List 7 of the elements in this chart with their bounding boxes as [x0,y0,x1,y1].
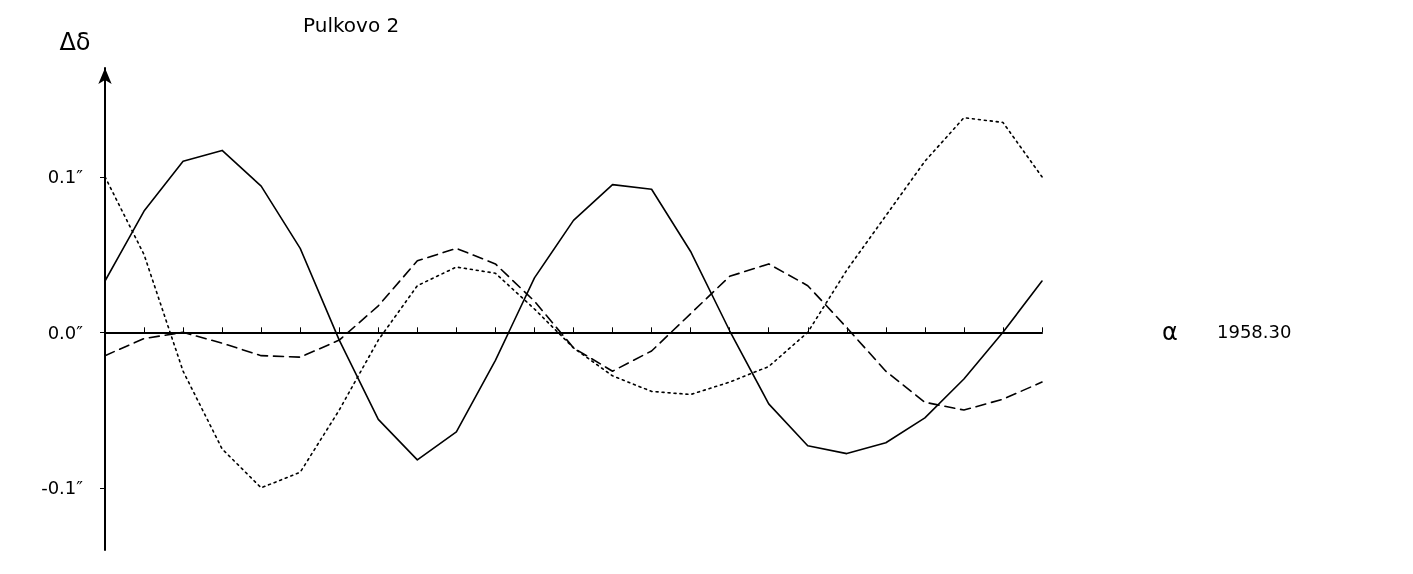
chart-title: Pulkovo 2 [303,13,400,37]
y-axis-title: Δδ [59,28,91,56]
y-tick-label: 0.1″ [47,166,84,188]
text: 1958.30 [1217,320,1292,342]
y-tick-label: -0.1″ [41,477,84,499]
y-tick-label: 0.0″ [47,321,84,343]
x-axis-title: α [1162,318,1178,347]
